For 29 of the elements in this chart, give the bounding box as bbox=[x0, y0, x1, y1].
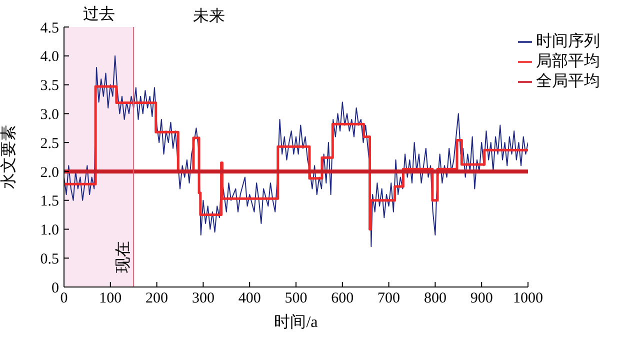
y-tick-label: 2.0 bbox=[40, 164, 59, 181]
x-tick-label: 400 bbox=[238, 290, 261, 307]
y-axis-title: 水文要素 bbox=[0, 125, 18, 189]
y-tick-label: 3.5 bbox=[40, 78, 59, 94]
x-tick-label: 800 bbox=[424, 290, 446, 307]
x-tick-label: 1000 bbox=[513, 290, 543, 307]
y-tick-label: 2.5 bbox=[40, 136, 59, 152]
legend-label: 时间序列 bbox=[536, 33, 600, 50]
y-tick-label: 0.5 bbox=[40, 251, 59, 268]
band-label: 过去 bbox=[82, 5, 115, 23]
x-axis-title: 时间/a bbox=[274, 313, 318, 331]
y-tick-label: 4.0 bbox=[40, 49, 59, 66]
x-tick-label: 600 bbox=[331, 290, 354, 307]
legend-label: 局部平均 bbox=[536, 53, 600, 70]
y-tick-label: 4.5 bbox=[40, 20, 59, 36]
x-tick-label: 200 bbox=[146, 290, 168, 307]
text: 未来 bbox=[193, 6, 225, 27]
y-tick-label: 3.0 bbox=[40, 106, 59, 123]
x-tick-label: 100 bbox=[99, 290, 122, 307]
y-tick-label: 1.5 bbox=[40, 194, 59, 210]
x-tick-label: 700 bbox=[378, 290, 400, 307]
y-tick-label: 1.0 bbox=[40, 222, 59, 239]
x-tick-label: 300 bbox=[192, 290, 214, 307]
ref-line-label: 现在 bbox=[115, 241, 132, 273]
x-tick-label: 900 bbox=[470, 290, 493, 307]
legend-label: 全局平均 bbox=[536, 73, 600, 90]
line-series bbox=[64, 85, 528, 230]
y-tick-label: 0 bbox=[52, 280, 59, 296]
x-tick-label: 500 bbox=[284, 290, 308, 307]
